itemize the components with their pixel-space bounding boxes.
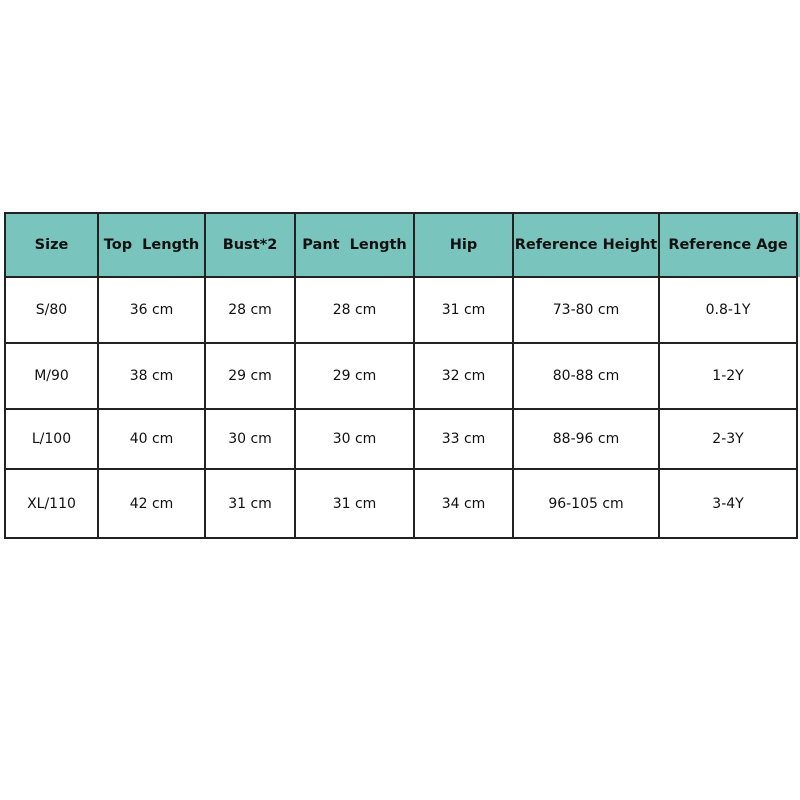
table-row: L/100 40 cm 30 cm 30 cm 33 cm 88-96 cm 2-3Y (4, 408, 798, 470)
header-row: Size Top Length Bust*2 Pant Length Hip Refere… (4, 212, 798, 278)
header-fill-extension (796, 213, 800, 277)
table-cell: 29 cm (294, 342, 415, 410)
column-header: Size (4, 212, 99, 278)
size-chart-table: Size Top Length Bust*2 Pant Length Hip Refere… (4, 212, 798, 539)
table-cell: 29 cm (204, 342, 296, 410)
table-cell: XL/110 (4, 468, 99, 539)
table-cell: S/80 (4, 276, 99, 344)
table-cell: 96-105 cm (512, 468, 660, 539)
table-cell: 38 cm (97, 342, 206, 410)
table-cell: 30 cm (294, 408, 415, 470)
table-cell: 34 cm (413, 468, 514, 539)
table-cell: 36 cm (97, 276, 206, 344)
table-row: M/90 38 cm 29 cm 29 cm 32 cm 80-88 cm 1-2Y (4, 342, 798, 410)
table-row: S/80 36 cm 28 cm 28 cm 31 cm 73-80 cm 0.8-1Y (4, 276, 798, 344)
column-header: Bust*2 (204, 212, 296, 278)
table-cell: 31 cm (294, 468, 415, 539)
table-cell: 1-2Y (658, 342, 798, 410)
table-cell: M/90 (4, 342, 99, 410)
table-cell: 2-3Y (658, 408, 798, 470)
column-header: Top Length (97, 212, 206, 278)
table-cell: 0.8-1Y (658, 276, 798, 344)
column-header: Reference Age (658, 212, 798, 278)
table-cell: 73-80 cm (512, 276, 660, 344)
table-cell: 42 cm (97, 468, 206, 539)
table-cell: 28 cm (204, 276, 296, 344)
column-header: Pant Length (294, 212, 415, 278)
table-row: XL/110 42 cm 31 cm 31 cm 34 cm 96-105 cm 3-4Y (4, 468, 798, 539)
table-cell: 80-88 cm (512, 342, 660, 410)
table-cell: 31 cm (204, 468, 296, 539)
table-cell: 33 cm (413, 408, 514, 470)
table-cell: 32 cm (413, 342, 514, 410)
table-cell: 88-96 cm (512, 408, 660, 470)
table-cell: 3-4Y (658, 468, 798, 539)
column-header: Reference Height (512, 212, 660, 278)
table-cell: L/100 (4, 408, 99, 470)
column-header: Hip (413, 212, 514, 278)
table-cell: 28 cm (294, 276, 415, 344)
table-cell: 40 cm (97, 408, 206, 470)
table-cell: 30 cm (204, 408, 296, 470)
table-cell: 31 cm (413, 276, 514, 344)
